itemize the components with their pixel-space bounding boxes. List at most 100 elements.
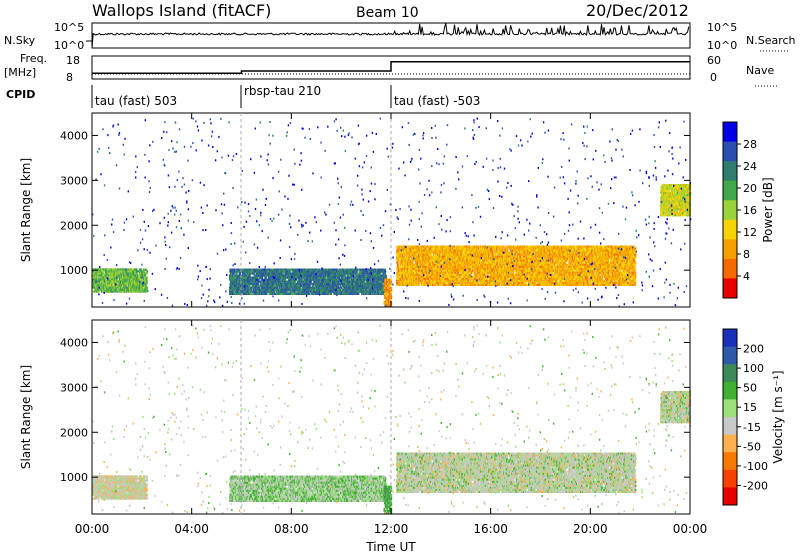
power-cell — [308, 288, 311, 291]
power-cell — [230, 282, 232, 285]
power-cell — [344, 274, 346, 277]
power-cell — [143, 274, 146, 277]
frequency-series — [92, 61, 690, 75]
power-cell — [256, 276, 259, 279]
power-cell — [285, 290, 287, 293]
power-cell — [403, 255, 406, 258]
power-cell — [325, 270, 328, 273]
power-cell — [125, 282, 128, 285]
power-cell — [248, 288, 250, 291]
power-cell — [104, 282, 106, 285]
power-cell — [368, 272, 371, 275]
power-cell — [146, 270, 148, 273]
power-cell — [309, 282, 311, 285]
power-cell — [256, 292, 258, 295]
power-cell — [279, 272, 281, 275]
power-cell — [134, 272, 136, 275]
power-cell — [146, 272, 148, 275]
power-cell — [273, 290, 276, 293]
power-cell — [239, 276, 241, 279]
power-cell — [323, 276, 326, 279]
power-cell — [301, 278, 303, 281]
power-cell — [279, 280, 282, 283]
power-cell — [401, 275, 403, 278]
power-cell — [337, 268, 339, 271]
power-cell — [286, 280, 289, 283]
power-cell — [136, 286, 138, 289]
power-cell — [385, 276, 388, 279]
power-cell — [301, 268, 303, 271]
power-cell — [303, 276, 305, 279]
power-cell — [276, 274, 279, 277]
power-cell — [296, 280, 299, 283]
power-cell — [323, 278, 326, 281]
power-cell — [324, 292, 327, 295]
power-cell — [254, 286, 256, 289]
power-cell — [374, 272, 376, 275]
power-cell — [253, 284, 256, 287]
power-cell — [144, 278, 147, 281]
power-cell — [113, 276, 116, 279]
power-cell — [103, 290, 106, 293]
power-cell — [135, 290, 137, 293]
power-cell — [325, 274, 328, 277]
power-cell — [119, 286, 122, 289]
power-cell — [107, 284, 109, 287]
power-cell — [323, 272, 326, 275]
power-cell — [333, 284, 335, 287]
power-cell — [97, 278, 100, 281]
power-cell — [362, 282, 364, 285]
power-cell — [282, 284, 285, 287]
power-cell — [256, 272, 258, 275]
power-cell — [122, 286, 125, 289]
power-cell — [274, 274, 277, 277]
power-cell — [133, 280, 136, 283]
power-cell — [302, 292, 304, 295]
power-cell — [269, 278, 272, 281]
power-cell — [256, 276, 258, 279]
power-cell — [116, 278, 118, 281]
power-cell — [109, 284, 111, 287]
nave-tick-top: 60 — [707, 54, 721, 67]
power-cell — [108, 270, 110, 273]
power-cell — [274, 288, 276, 291]
power-cell — [299, 268, 302, 271]
power-cell — [239, 272, 241, 275]
nsearch-label: N.Search — [746, 34, 796, 47]
power-cell — [266, 292, 268, 295]
power-cell — [130, 280, 133, 283]
power-cell — [245, 286, 247, 289]
power-cell — [94, 282, 96, 285]
power-cell — [295, 270, 297, 273]
power-cell — [124, 278, 127, 281]
power-cell — [379, 290, 381, 293]
power-cell — [133, 282, 136, 285]
power-cell — [272, 282, 274, 285]
freq-tick-top: 18 — [66, 54, 80, 67]
frequency-strip: Freq. [MHz] 18 8 60 0 Nave — [4, 52, 778, 87]
power-cell — [234, 286, 237, 289]
power-cell — [278, 268, 280, 271]
power-cell — [304, 284, 307, 287]
power-cell — [244, 292, 247, 295]
power-cell — [257, 288, 260, 291]
power-cell — [303, 278, 306, 281]
power-cell — [141, 286, 143, 289]
power-cell — [285, 284, 288, 287]
power-cell — [300, 284, 303, 287]
power-cell — [410, 257, 413, 260]
power-cell — [326, 286, 329, 289]
power-cell — [245, 274, 247, 277]
power-cell — [109, 282, 112, 285]
power-cell — [289, 280, 291, 283]
power-cell — [128, 274, 130, 277]
power-cell — [264, 276, 266, 279]
power-cell — [302, 282, 305, 285]
power-cell — [285, 276, 287, 279]
power-cell — [323, 290, 326, 293]
nave-label: Nave — [746, 64, 774, 77]
power-cell — [348, 278, 351, 281]
power-cell — [234, 288, 236, 291]
power-cell — [294, 290, 296, 293]
power-cell — [306, 288, 308, 291]
